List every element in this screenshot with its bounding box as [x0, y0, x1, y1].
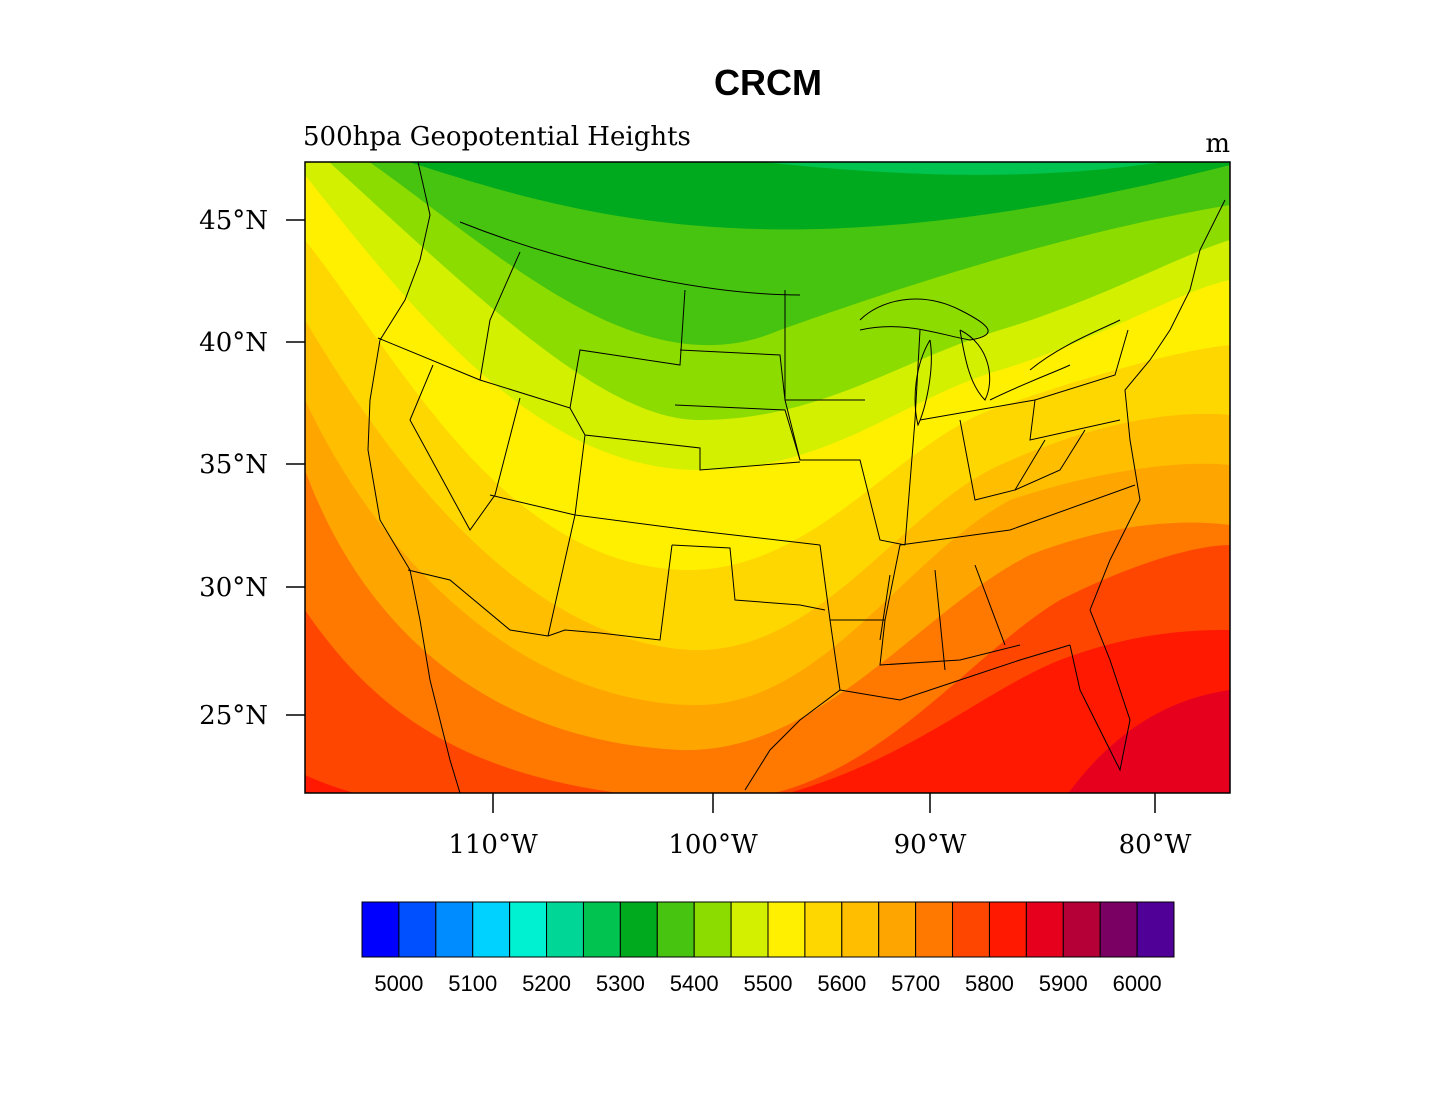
chart-title: CRCM — [714, 62, 822, 103]
lat-tick-label: 30°N — [199, 573, 268, 603]
colorbar-swatch — [767, 901, 806, 958]
colorbar-label: 5200 — [522, 971, 571, 996]
state-boundary-line — [679, 349, 865, 401]
colorbar-swatch — [1099, 901, 1138, 958]
state-boundary-line — [784, 290, 801, 461]
band-5900 — [1068, 690, 1230, 793]
state-boundary-line — [407, 544, 673, 641]
colorbar-swatch — [804, 901, 843, 958]
state-boundary-line — [959, 419, 1046, 501]
state-boundary-line — [671, 544, 826, 611]
colorbar-swatch — [693, 901, 732, 958]
state-boundary-line — [1034, 329, 1129, 401]
longitude-axis: 110°W 100°W 90°W 80°W — [448, 793, 1192, 860]
colorbar-swatch — [472, 901, 511, 958]
lon-tick-label: 100°W — [668, 830, 758, 860]
state-boundary-line — [959, 329, 991, 401]
colorbar-label: 5900 — [1039, 971, 1088, 996]
colorbar-swatch — [582, 901, 621, 958]
colorbar-label: 5400 — [670, 971, 719, 996]
lat-tick-label: 40°N — [199, 328, 268, 358]
colorbar-swatch — [656, 901, 695, 958]
colorbar-swatch — [730, 901, 769, 958]
state-boundaries — [367, 162, 1226, 793]
band-5850 — [305, 630, 1230, 793]
state-boundary-line — [989, 364, 1071, 401]
state-boundary-line — [1089, 199, 1226, 611]
state-boundary-line — [1069, 609, 1131, 772]
colorbar-label: 5800 — [965, 971, 1014, 996]
map-frame — [304, 161, 1231, 794]
left-subtitle: 500hpa Geopotential Heights — [303, 122, 691, 152]
state-boundary-line — [409, 364, 521, 531]
state-boundary-line — [899, 484, 1136, 546]
colorbar-swatch — [619, 901, 658, 958]
colorbar-label: 5100 — [448, 971, 497, 996]
state-boundary-line — [489, 494, 576, 637]
state-boundary-line — [839, 644, 1071, 701]
colorbar-label: 5700 — [891, 971, 940, 996]
colorbar-swatch — [878, 901, 917, 958]
colorbar-swatch — [1136, 901, 1175, 958]
state-boundary-line — [674, 404, 906, 546]
colorbar-swatch — [546, 901, 584, 958]
colorbar-label: 5300 — [596, 971, 645, 996]
colorbar-swatch — [952, 901, 990, 958]
state-boundary-line — [914, 339, 932, 427]
state-boundary-line — [479, 289, 686, 409]
lat-tick-label: 25°N — [199, 701, 268, 731]
state-boundary-line — [1014, 429, 1086, 491]
lat-tick-label: 35°N — [199, 450, 268, 480]
state-boundary-line — [879, 619, 1021, 666]
colorbar-label: 5500 — [744, 971, 793, 996]
state-boundary-line — [859, 298, 989, 341]
colorbar-swatch — [1062, 901, 1101, 958]
colorbar-swatch — [988, 901, 1027, 958]
state-boundary-line — [377, 251, 521, 381]
colorbar-swatch — [841, 901, 880, 958]
state-boundary-line — [934, 569, 946, 671]
colorbar-swatch — [1025, 901, 1064, 958]
state-boundary-line — [574, 434, 821, 546]
state-boundary-line — [904, 329, 921, 546]
state-boundary-line — [974, 564, 1006, 646]
state-boundary-line — [367, 162, 461, 793]
state-boundary-line — [569, 407, 801, 471]
colorbar-swatch — [435, 901, 474, 958]
contour-fill — [305, 162, 1230, 793]
state-boundary-line — [919, 399, 1121, 441]
lon-tick-label: 110°W — [448, 830, 538, 860]
state-boundary-line — [879, 574, 891, 641]
state-boundary-line — [744, 619, 841, 791]
state-boundary-line — [819, 544, 901, 621]
colorbar-label: 5000 — [374, 971, 423, 996]
state-boundary-line — [459, 221, 801, 296]
lat-tick-label: 45°N — [199, 206, 268, 236]
colorbar-label: 6000 — [1113, 971, 1162, 996]
colorbar-swatch — [915, 901, 954, 958]
colorbar-label: 5600 — [817, 971, 866, 996]
lon-tick-label: 80°W — [1119, 830, 1192, 860]
latitude-axis: 45°N 40°N 35°N 30°N 25°N — [199, 206, 305, 731]
units-label: m — [1205, 129, 1230, 159]
colorbar-swatch — [361, 901, 400, 958]
lon-tick-label: 90°W — [894, 830, 967, 860]
colorbar-swatch — [509, 901, 548, 958]
colorbar-swatch — [398, 901, 437, 958]
colorbar: 5000 5100 5200 5300 5400 5500 5600 5700 5800 5900… — [361, 901, 1175, 996]
state-boundary-line — [1029, 319, 1121, 371]
